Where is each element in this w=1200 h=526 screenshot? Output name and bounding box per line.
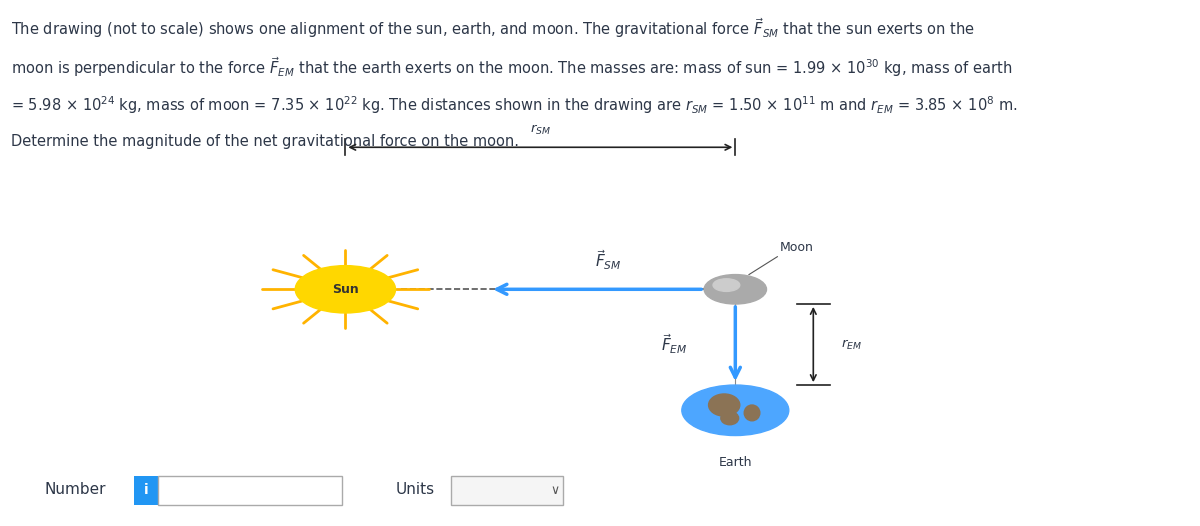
FancyBboxPatch shape [451,476,563,505]
Text: i: i [144,483,149,497]
Text: Determine the magnitude of the net gravitational force on the moon.: Determine the magnitude of the net gravi… [11,134,520,149]
Text: $\vec{F}_{SM}$: $\vec{F}_{SM}$ [595,249,622,272]
Text: Moon: Moon [780,241,814,254]
FancyBboxPatch shape [158,476,342,505]
Circle shape [704,275,767,304]
Text: $r_{EM}$: $r_{EM}$ [841,338,862,351]
Circle shape [713,279,739,291]
Text: Units: Units [396,482,434,497]
Text: $\vec{F}_{EM}$: $\vec{F}_{EM}$ [661,332,688,356]
Ellipse shape [708,394,739,416]
Text: Sun: Sun [332,283,359,296]
Circle shape [295,266,396,313]
Text: ∨: ∨ [551,484,559,497]
Text: moon is perpendicular to the force $\vec{F}_{EM}$ that the earth exerts on the m: moon is perpendicular to the force $\vec… [11,55,1013,79]
Ellipse shape [744,405,760,421]
Text: The drawing (not to scale) shows one alignment of the sun, earth, and moon. The : The drawing (not to scale) shows one ali… [11,16,976,39]
Ellipse shape [721,411,739,425]
Circle shape [682,385,788,436]
Text: Earth: Earth [719,457,752,469]
Text: = 5.98 × 10$^{24}$ kg, mass of moon = 7.35 × 10$^{22}$ kg. The distances shown i: = 5.98 × 10$^{24}$ kg, mass of moon = 7.… [11,95,1018,116]
FancyBboxPatch shape [133,476,158,505]
Text: Number: Number [44,482,106,497]
Text: $r_{SM}$: $r_{SM}$ [530,123,551,137]
